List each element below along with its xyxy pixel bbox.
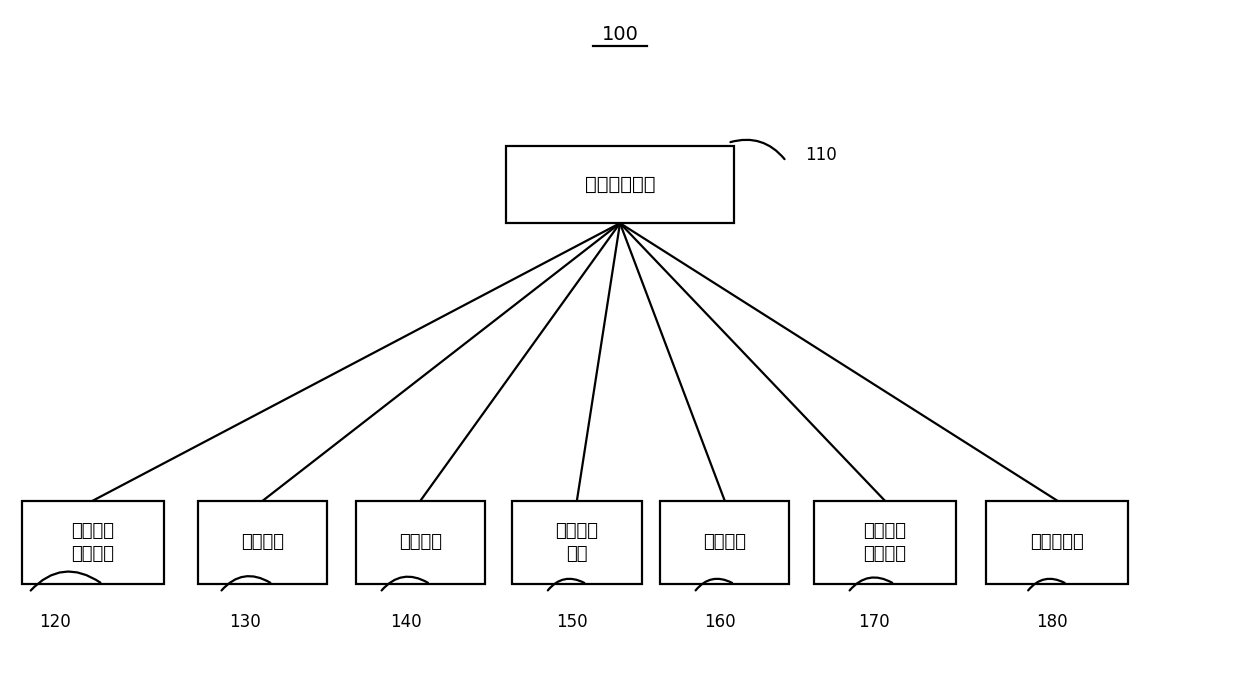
Text: 中央控制单元: 中央控制单元 bbox=[585, 175, 655, 194]
Text: 通信单元: 通信单元 bbox=[703, 533, 746, 552]
FancyBboxPatch shape bbox=[512, 501, 641, 584]
FancyBboxPatch shape bbox=[506, 146, 734, 223]
Text: 计时装置: 计时装置 bbox=[399, 533, 441, 552]
FancyBboxPatch shape bbox=[198, 501, 327, 584]
FancyBboxPatch shape bbox=[660, 501, 790, 584]
Text: 生物特征
采集单元: 生物特征 采集单元 bbox=[863, 522, 906, 563]
Text: 110: 110 bbox=[805, 146, 837, 164]
Text: 160: 160 bbox=[704, 613, 735, 631]
Text: 150: 150 bbox=[556, 613, 588, 631]
FancyBboxPatch shape bbox=[356, 501, 485, 584]
Text: 130: 130 bbox=[229, 613, 262, 631]
Text: 唤醒装置: 唤醒装置 bbox=[242, 533, 284, 552]
Text: 大数据云端: 大数据云端 bbox=[1030, 533, 1084, 552]
Text: 140: 140 bbox=[389, 613, 422, 631]
Text: 120: 120 bbox=[38, 613, 71, 631]
FancyBboxPatch shape bbox=[987, 501, 1128, 584]
Text: 呼吸频率
检测装置: 呼吸频率 检测装置 bbox=[72, 522, 114, 563]
Text: 智能控制
装置: 智能控制 装置 bbox=[556, 522, 599, 563]
FancyBboxPatch shape bbox=[22, 501, 164, 584]
FancyBboxPatch shape bbox=[813, 501, 956, 584]
Text: 170: 170 bbox=[858, 613, 889, 631]
Text: 180: 180 bbox=[1037, 613, 1068, 631]
Text: 100: 100 bbox=[601, 25, 639, 44]
